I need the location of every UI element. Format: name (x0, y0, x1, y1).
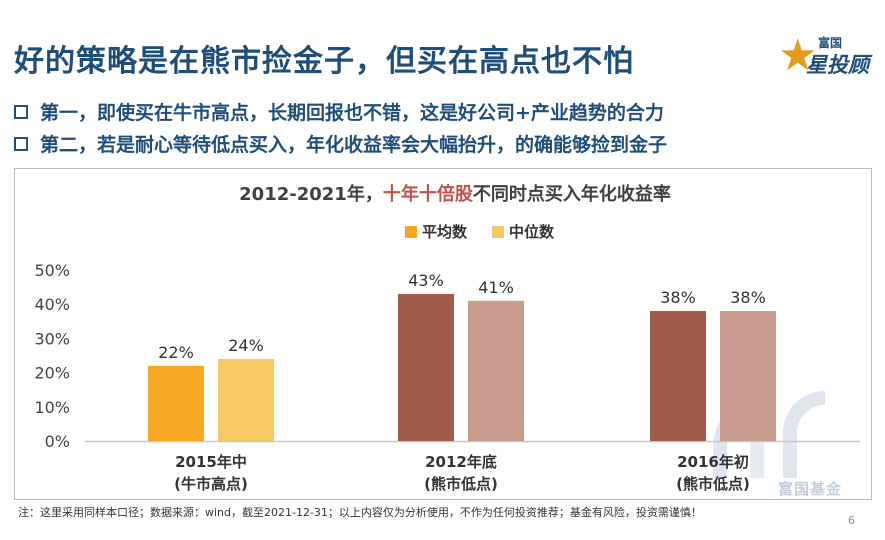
x-tick-label: 2015年中 (175, 453, 247, 471)
star-icon: ★ (778, 30, 818, 81)
watermark-text: 富国基金 (778, 480, 843, 498)
checkbox-square-icon (14, 104, 28, 119)
logo-big-text: 星投顾 (806, 53, 869, 77)
legend-label-0: 平均数 (422, 223, 468, 241)
y-tick-label: 50% (34, 261, 70, 280)
bullet-text-2: 第二，若是耐心等待低点买入，年化收益率会大幅抬升，的确能够捡到金子 (40, 134, 668, 156)
data-label: 22% (158, 343, 194, 362)
y-tick-label: 10% (34, 398, 70, 417)
footnote: 注：这里采用同样本口径；数据来源：wind，截至2021-12-31；以上内容仅… (18, 506, 702, 519)
legend-label-1: 中位数 (509, 223, 555, 241)
x-tick-sublabel: (牛市高点) (174, 475, 248, 493)
bar (148, 365, 204, 441)
data-label: 24% (228, 336, 264, 355)
data-label: 43% (408, 271, 444, 290)
data-label: 38% (660, 288, 696, 307)
y-tick-label: 40% (34, 295, 70, 314)
bullet-point-2: 第二，若是耐心等待低点买入，年化收益率会大幅抬升，的确能够捡到金子 (14, 130, 667, 157)
chart-title: 2012-2021年，十年十倍股不同时点买入年化收益率 (239, 183, 671, 205)
y-tick-label: 0% (45, 432, 70, 451)
bar (720, 311, 776, 441)
bar (650, 311, 706, 441)
x-tick-sublabel: (熊市低点) (424, 475, 498, 493)
logo-small-text: 富国 (818, 36, 843, 50)
chart-title-part-0: 2012-2021年， (239, 183, 383, 205)
brand-logo: ★ 富国 星投顾 (778, 32, 874, 82)
x-tick-sublabel: (熊市低点) (676, 475, 750, 493)
chart-title-part-2: 不同时点买入年化收益率 (473, 183, 671, 205)
page-number: 6 (848, 514, 855, 527)
y-tick-label: 20% (34, 364, 70, 383)
checkbox-square-icon (14, 136, 28, 151)
x-tick-label: 2012年底 (425, 453, 497, 471)
legend-swatch-1 (492, 226, 504, 238)
y-tick-label: 30% (34, 329, 70, 348)
bar (468, 300, 524, 441)
legend-swatch-0 (405, 226, 417, 238)
chart-title-part-1: 十年十倍股 (383, 183, 474, 205)
bar (218, 358, 274, 441)
data-label: 38% (730, 288, 766, 307)
x-tick-label: 2016年初 (677, 453, 749, 471)
bullet-point-1: 第一，即使买在牛市高点，长期回报也不错，这是好公司+产业趋势的合力 (14, 98, 664, 125)
page-title: 好的策略是在熊市捡金子，但买在高点也不怕 (14, 44, 634, 79)
bullet-text-1: 第一，即使买在牛市高点，长期回报也不错，这是好公司+产业趋势的合力 (40, 102, 664, 124)
bar (398, 293, 454, 441)
data-label: 41% (478, 278, 514, 297)
